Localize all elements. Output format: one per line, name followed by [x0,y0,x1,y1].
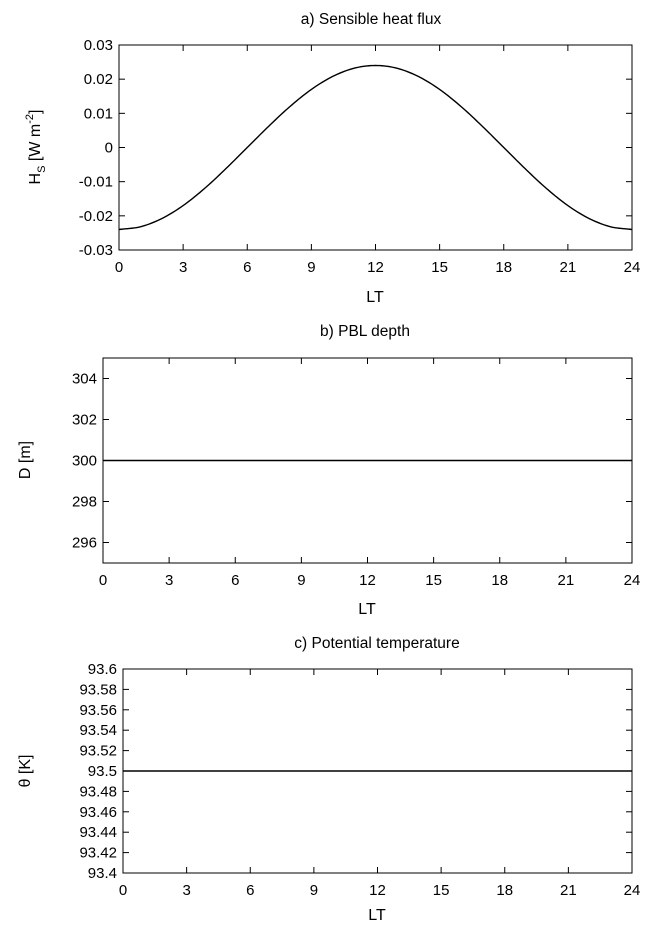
panel-b-ytick-label: 302 [72,412,97,429]
panel-c-ytick-label: 93.46 [79,804,117,821]
panel-a-ytick-label: -0.02 [79,208,113,225]
panel-b-xtick-label: 6 [231,572,239,589]
panel-c-xtick-label: 3 [182,882,190,899]
panel-c-ytick-label: 93.4 [88,865,117,882]
panel-c-xtick-label: 18 [496,882,513,899]
panel-b-ytick-label: 300 [72,453,97,470]
panel-a: a) Sensible heat flux 0 3 6 9 12 15 18 21 24 -0.0… [24,11,640,306]
panel-a-xtick-label: 0 [115,259,123,276]
panel-b-xtick-label: 24 [624,572,641,589]
panel-a-ticks: 0 3 6 9 12 15 18 21 24 -0.03 -0.02 -0.01 0 0.01 0.02 0.… [79,37,641,276]
panel-c-ytick-label: 93.54 [79,722,117,739]
panel-b-xlabel: LT [358,601,376,618]
panel-c-ytick-label: 93.42 [79,845,117,862]
panel-b: b) PBL depth 0 3 6 9 12 15 18 21 24 296 298 300 302 3… [17,323,640,618]
panel-c-xtick-label: 9 [310,882,318,899]
panel-a-ylabel-main: H [27,173,44,185]
panel-c-ylabel: θ [K] [17,755,34,788]
panel-a-title: a) Sensible heat flux [301,11,442,28]
panel-a-ytick-label: 0.01 [84,105,113,122]
panel-b-xtick-label: 9 [297,572,305,589]
panel-b-xtick-label: 21 [558,572,575,589]
panel-a-xtick-label: 3 [179,259,187,276]
panel-a-ytick-label: 0 [105,140,113,157]
panel-a-xtick-label: 24 [624,259,641,276]
panel-c-xtick-label: 12 [369,882,386,899]
panel-c-ytick-label: 93.6 [88,661,117,678]
panel-b-ylabel: D [m] [17,441,34,479]
panel-c-ytick-label: 93.52 [79,743,117,760]
panel-c-title: c) Potential temperature [294,635,459,652]
panel-a-ytick-label: 0.03 [84,37,113,54]
panel-a-ytick-label: -0.03 [79,242,113,259]
panel-a-xtick-label: 9 [307,259,315,276]
panel-c-xtick-label: 6 [246,882,254,899]
panel-b-ytick-label: 304 [72,371,97,388]
panel-c-xtick-label: 0 [119,882,127,899]
panel-c-ytick-label: 93.58 [79,681,117,698]
panel-a-ytick-label: -0.01 [79,174,113,191]
panel-a-ytick-label: 0.02 [84,71,113,88]
panel-c: c) Potential temperature 0 3 6 9 12 15 18 21 24 9… [17,635,640,924]
panel-c-ytick-label: 93.48 [79,783,117,800]
panel-a-xtick-label: 12 [367,259,384,276]
panel-b-ytick-label: 296 [72,535,97,552]
panel-c-ytick-label: 93.5 [88,763,117,780]
panel-c-xtick-label: 24 [624,882,641,899]
panel-c-ticks: 0 3 6 9 12 15 18 21 24 93.4 93.42 93.44 93.46 93.48 93… [79,661,640,899]
panel-a-xlabel: LT [366,289,384,306]
panel-a-ylabel-sup: -2 [24,114,36,124]
panel-a-xtick-label: 21 [560,259,577,276]
panel-a-series [118,64,633,231]
panel-a-ylabel-unit-close: ] [27,110,44,114]
panel-c-xtick-label: 21 [560,882,577,899]
panel-b-xtick-label: 12 [359,572,376,589]
panel-a-xtick-label: 15 [431,259,448,276]
panel-a-frame [118,44,633,251]
panel-c-xlabel: LT [368,907,386,924]
panel-a-ylabel-sub: S [36,166,48,173]
panel-c-ytick-label: 93.44 [79,824,117,841]
panel-a-xtick-label: 18 [495,259,512,276]
panel-c-ytick-label: 93.56 [79,702,117,719]
panel-a-ylabel: HS [W m-2] [24,110,48,185]
panel-b-ticks: 0 3 6 9 12 15 18 21 24 296 298 300 302 304 [72,358,640,589]
panel-b-xtick-label: 15 [425,572,442,589]
panel-b-xtick-label: 18 [491,572,508,589]
panel-b-xtick-label: 0 [99,572,107,589]
panel-a-ylabel-unit-open: [W m [27,124,44,166]
panel-b-xtick-label: 3 [165,572,173,589]
panel-c-xtick-label: 15 [433,882,450,899]
panel-b-title: b) PBL depth [320,323,410,340]
panel-b-ytick-label: 298 [72,494,97,511]
panel-a-series-line [118,64,633,231]
panel-a-xtick-label: 6 [243,259,251,276]
